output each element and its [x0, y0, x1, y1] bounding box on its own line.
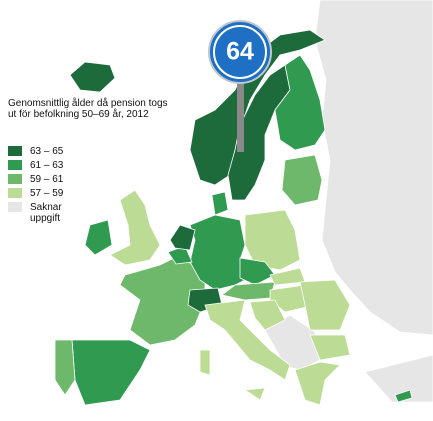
region — [243, 387, 266, 401]
region — [54, 339, 76, 396]
region — [364, 354, 433, 403]
region — [169, 224, 196, 251]
legend-swatch — [8, 174, 22, 184]
sign — [208, 20, 272, 84]
sign-label: 64 — [226, 38, 254, 66]
legend-label: 57 – 59 — [30, 188, 64, 199]
region — [249, 299, 286, 331]
legend-swatch — [8, 188, 22, 198]
region — [204, 299, 291, 381]
region — [109, 189, 161, 266]
region — [221, 281, 276, 301]
region — [309, 334, 351, 361]
region — [69, 61, 116, 93]
region — [71, 339, 151, 406]
legend-label: 61 – 63 — [30, 160, 64, 171]
region — [314, 0, 433, 336]
legend-swatch — [8, 146, 22, 156]
region — [199, 349, 211, 376]
region — [281, 154, 323, 206]
legend-label: Saknar uppgift — [30, 202, 62, 224]
region — [84, 219, 113, 256]
region — [294, 361, 341, 406]
sign-pole — [237, 78, 244, 152]
region — [239, 257, 276, 286]
region — [227, 64, 291, 201]
sign-ring — [213, 25, 267, 79]
region — [274, 54, 326, 151]
legend-title: Genomsnittlig ålder då pension togs ut f… — [8, 98, 168, 120]
legend-label: 63 – 65 — [30, 146, 64, 157]
region — [299, 279, 351, 331]
region — [244, 209, 301, 271]
region — [211, 191, 229, 216]
legend-swatch — [8, 202, 22, 212]
legend-swatch — [8, 160, 22, 170]
region — [394, 389, 413, 403]
legend-label: 59 – 61 — [30, 174, 64, 185]
